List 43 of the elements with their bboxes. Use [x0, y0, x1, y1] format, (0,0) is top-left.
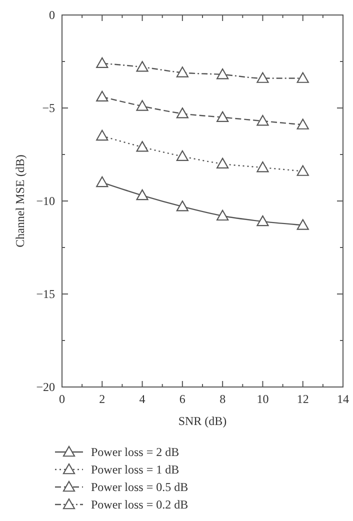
- point: [296, 118, 309, 130]
- point: [96, 130, 108, 141]
- x-tick-label: 0: [59, 392, 65, 406]
- point: [136, 141, 148, 152]
- point: [216, 210, 229, 221]
- x-tick-label: 14: [337, 392, 349, 406]
- point: [96, 176, 108, 188]
- point: [96, 90, 108, 102]
- point: [256, 72, 269, 83]
- y-tick-label: −20: [36, 380, 55, 394]
- point: [216, 158, 229, 168]
- x-tick-label: 2: [99, 392, 106, 406]
- point: [96, 57, 108, 68]
- legend-label: Power loss = 0.2 dB: [91, 498, 188, 512]
- y-tick-label: −5: [42, 101, 55, 115]
- x-tick-label: 4: [139, 392, 146, 406]
- y-tick-label: −15: [36, 287, 55, 301]
- legend-label: Power loss = 2 dB: [91, 445, 180, 459]
- point: [256, 114, 269, 126]
- point: [216, 68, 229, 80]
- y-axis-title: Channel MSE (dB): [13, 154, 27, 248]
- x-tick-label: 6: [179, 392, 186, 406]
- point: [296, 165, 309, 176]
- x-tick-label: 10: [256, 392, 269, 406]
- x-tick-label: 8: [220, 392, 226, 406]
- y-tick-label: −10: [36, 194, 55, 208]
- point: [256, 215, 269, 226]
- legend-label: Power loss = 1 dB: [91, 462, 180, 476]
- point: [296, 219, 309, 230]
- y-tick-label: 0: [49, 8, 55, 22]
- point: [136, 189, 148, 200]
- x-axis-title: SNR (dB): [178, 414, 227, 428]
- legend-label: Power loss = 0.5 dB: [91, 480, 188, 494]
- point: [176, 150, 188, 162]
- x-tick-label: 12: [296, 392, 309, 406]
- point: [176, 108, 188, 118]
- point: [216, 111, 229, 122]
- point: [136, 100, 148, 111]
- point: [176, 66, 188, 78]
- point: [176, 200, 188, 212]
- point: [136, 61, 148, 72]
- point: [256, 161, 269, 172]
- point: [296, 72, 309, 83]
